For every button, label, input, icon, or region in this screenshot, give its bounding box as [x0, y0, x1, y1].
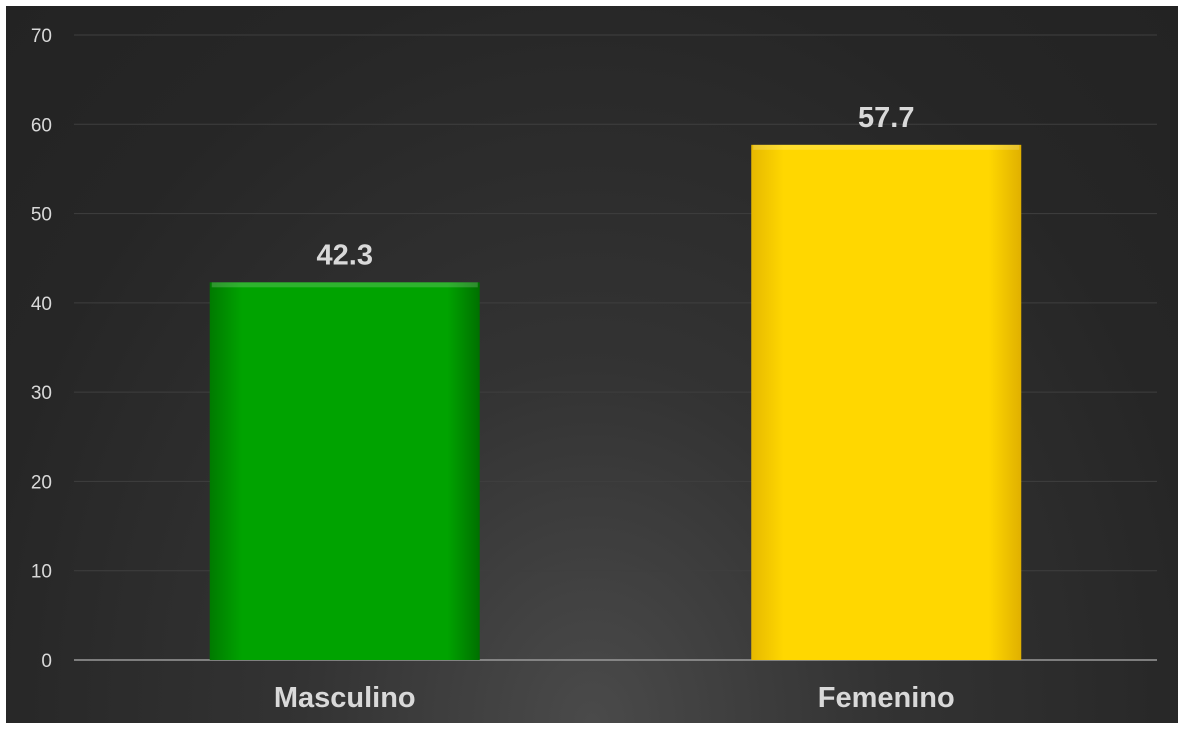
data-label: 57.7 [858, 102, 914, 134]
bar-bevel [211, 282, 478, 288]
y-tick-label: 10 [31, 562, 52, 583]
x-tick-label: Femenino [818, 682, 955, 714]
y-tick-label: 40 [31, 294, 52, 315]
data-labels: 42.3 57.7 [317, 102, 915, 272]
y-tick-label: 50 [31, 205, 52, 226]
y-tick-label: 70 [31, 26, 52, 47]
bar-masculino [209, 282, 480, 660]
y-axis-ticks: 0 10 20 30 40 50 60 70 [31, 26, 52, 672]
x-tick-label: Masculino [274, 682, 416, 714]
bar-femenino [751, 144, 1022, 661]
bar-bevel [753, 144, 1020, 150]
chart-area: 0 10 20 30 40 50 60 70 42.3 57.7 Masculino Femeni… [6, 6, 1178, 723]
bar-chart: 0 10 20 30 40 50 60 70 42.3 57.7 Masculino Femeni… [31, 26, 1157, 714]
bars [209, 144, 1022, 661]
data-label: 42.3 [317, 239, 373, 271]
y-tick-label: 60 [31, 115, 52, 136]
x-axis-ticks: Masculino Femenino [274, 682, 955, 714]
y-tick-label: 20 [31, 472, 52, 493]
y-tick-label: 30 [31, 383, 52, 404]
y-tick-label: 0 [41, 651, 52, 672]
